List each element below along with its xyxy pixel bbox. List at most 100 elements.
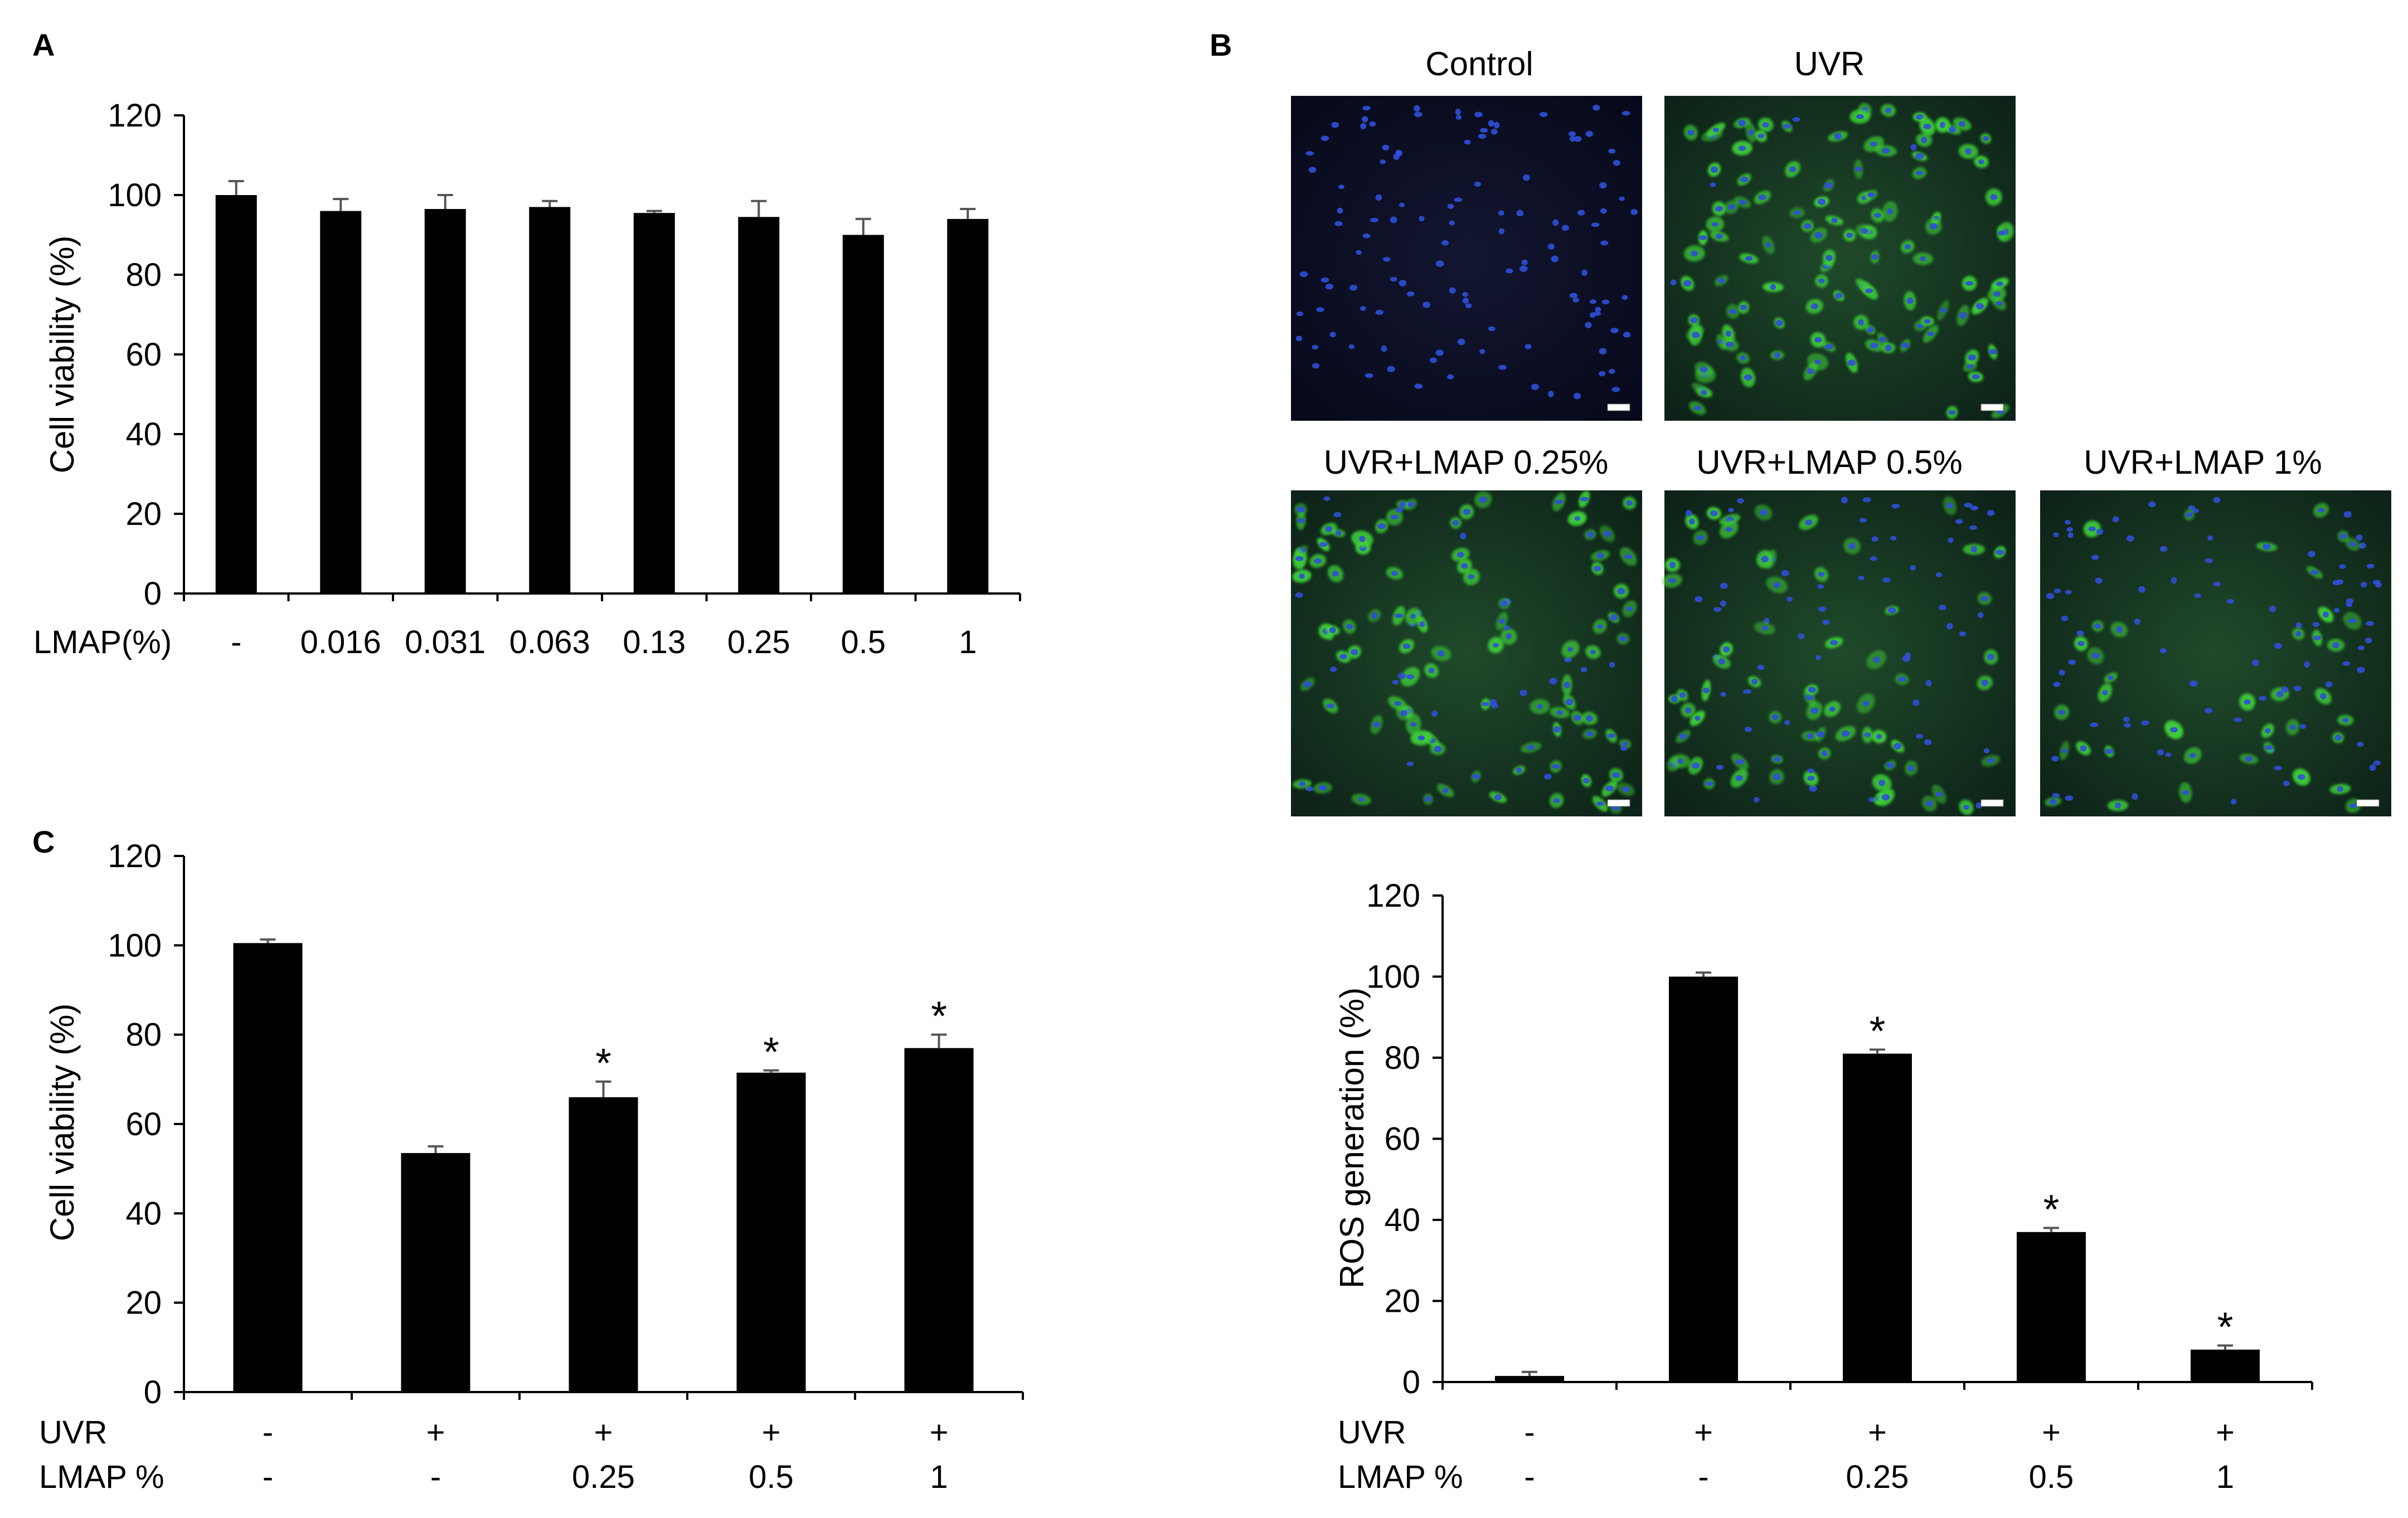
cell-nucleus (1390, 514, 1399, 520)
cell-nucleus (1690, 317, 1698, 323)
cell-nucleus (1604, 531, 1611, 537)
cell-nucleus (1711, 222, 1718, 227)
bar (2191, 1349, 2260, 1382)
cell-nucleus (1619, 636, 1627, 641)
cell-nucleus (1493, 643, 1499, 648)
cell-nucleus (1491, 129, 1498, 135)
cell-nucleus (1362, 116, 1368, 123)
cell-nucleus (1824, 182, 1833, 189)
cell-nucleus (1319, 542, 1328, 547)
bar (1843, 1053, 1912, 1382)
cell-nucleus (1700, 366, 1708, 373)
cell-nucleus (1516, 767, 1522, 773)
cell-nucleus (2269, 605, 2276, 612)
cell-nucleus (1465, 303, 1472, 309)
cell-nucleus (1881, 794, 1890, 801)
cell-nucleus (1371, 612, 1378, 619)
cell-nucleus (1878, 780, 1886, 786)
cell-nucleus (1551, 255, 1559, 262)
cell-nucleus (1671, 695, 1678, 702)
cell-nucleus (1715, 206, 1724, 212)
cell-nucleus (1553, 726, 1561, 733)
cell-nucleus (1621, 295, 1628, 300)
cell-nucleus (1499, 618, 1506, 624)
cell-nucleus (1971, 546, 1977, 553)
cell-nucleus (2080, 745, 2087, 752)
cell-nucleus (1395, 613, 1403, 618)
cell-nucleus (1402, 643, 1411, 649)
cell-nucleus (1331, 121, 1339, 128)
cell-nucleus (1406, 761, 1414, 766)
y-axis-title: Cell viability (%) (43, 1004, 81, 1242)
cell-nucleus (1583, 777, 1590, 784)
cell-nucleus (1887, 208, 1893, 215)
cell-nucleus (1437, 650, 1445, 657)
cell-nucleus (1987, 510, 1995, 516)
cell-nucleus (2343, 511, 2352, 518)
cell-nucleus (2357, 666, 2365, 673)
cell-nucleus (1988, 349, 1997, 354)
x-condition-label: + (1868, 1414, 1887, 1451)
cell-nucleus (1761, 625, 1768, 631)
chart-a-cell-viability: 0 20 40 60 80 100 120 Cell viability (%) LMAP(%)… (33, 98, 1021, 660)
cell-nucleus (1834, 133, 1842, 140)
cell-nucleus (1976, 303, 1984, 310)
cell-nucleus (1972, 374, 1980, 380)
cell-nucleus (1987, 758, 1994, 763)
cell-nucleus (1479, 497, 1487, 503)
condition-row-label: LMAP % (39, 1459, 164, 1495)
cell-nucleus (1677, 758, 1684, 764)
cell-nucleus (1356, 250, 1362, 255)
cell-nucleus (2346, 598, 2354, 604)
cell-nucleus (1453, 519, 1459, 526)
cell-nucleus (2342, 718, 2349, 723)
cell-nucleus (2357, 741, 2364, 747)
bar (424, 209, 466, 593)
cell-nucleus (1970, 505, 1979, 510)
cell-nucleus (1771, 714, 1779, 721)
cell-nucleus (1841, 497, 1848, 504)
micrograph-background (1291, 96, 1642, 421)
cell-nucleus (2053, 532, 2059, 537)
cell-nucleus (1329, 332, 1336, 338)
cell-nucleus (1619, 196, 1625, 201)
cell-nucleus (1685, 707, 1692, 714)
cell-nucleus (2325, 681, 2333, 688)
cell-nucleus (2313, 635, 2321, 641)
cell-nucleus (2077, 641, 2085, 646)
cell-nucleus (1406, 674, 1415, 679)
y-tick-label: 60 (1384, 1121, 1420, 1157)
y-tick-label: 100 (108, 927, 162, 964)
micrograph-control (1291, 96, 1642, 421)
significance-star: * (2217, 1304, 2234, 1350)
cell-nucleus (1924, 739, 1932, 746)
cell-nucleus (1740, 355, 1746, 361)
cell-nucleus (1901, 342, 1910, 348)
cell-nucleus (1573, 392, 1581, 400)
cell-nucleus (1519, 265, 1528, 273)
cell-nucleus (2348, 618, 2357, 624)
cell-nucleus (1757, 665, 1765, 670)
cell-nucleus (1297, 506, 1305, 513)
cell-nucleus (1400, 710, 1407, 717)
cell-nucleus (1996, 549, 2004, 555)
cell-nucleus (1738, 200, 1747, 205)
cell-nucleus (2274, 766, 2282, 771)
cell-nucleus (1691, 332, 1700, 338)
x-category-label: - (231, 624, 241, 660)
cell-nucleus (1295, 335, 1303, 342)
cell-nucleus (1425, 796, 1431, 802)
cell-nucleus (1556, 710, 1564, 716)
cell-nucleus (1498, 210, 1504, 216)
cell-nucleus (2194, 593, 2201, 599)
cell-nucleus (1525, 344, 1532, 349)
cell-nucleus (1671, 279, 1677, 286)
cell-nucleus (1864, 732, 1871, 738)
cell-nucleus (1736, 759, 1744, 765)
cell-nucleus (1565, 698, 1574, 706)
cell-nucleus (2091, 554, 2099, 560)
cell-nucleus (1668, 578, 1677, 583)
cell-nucleus (1773, 773, 1781, 781)
cell-nucleus (1479, 128, 1488, 133)
cell-nucleus (2076, 630, 2084, 636)
